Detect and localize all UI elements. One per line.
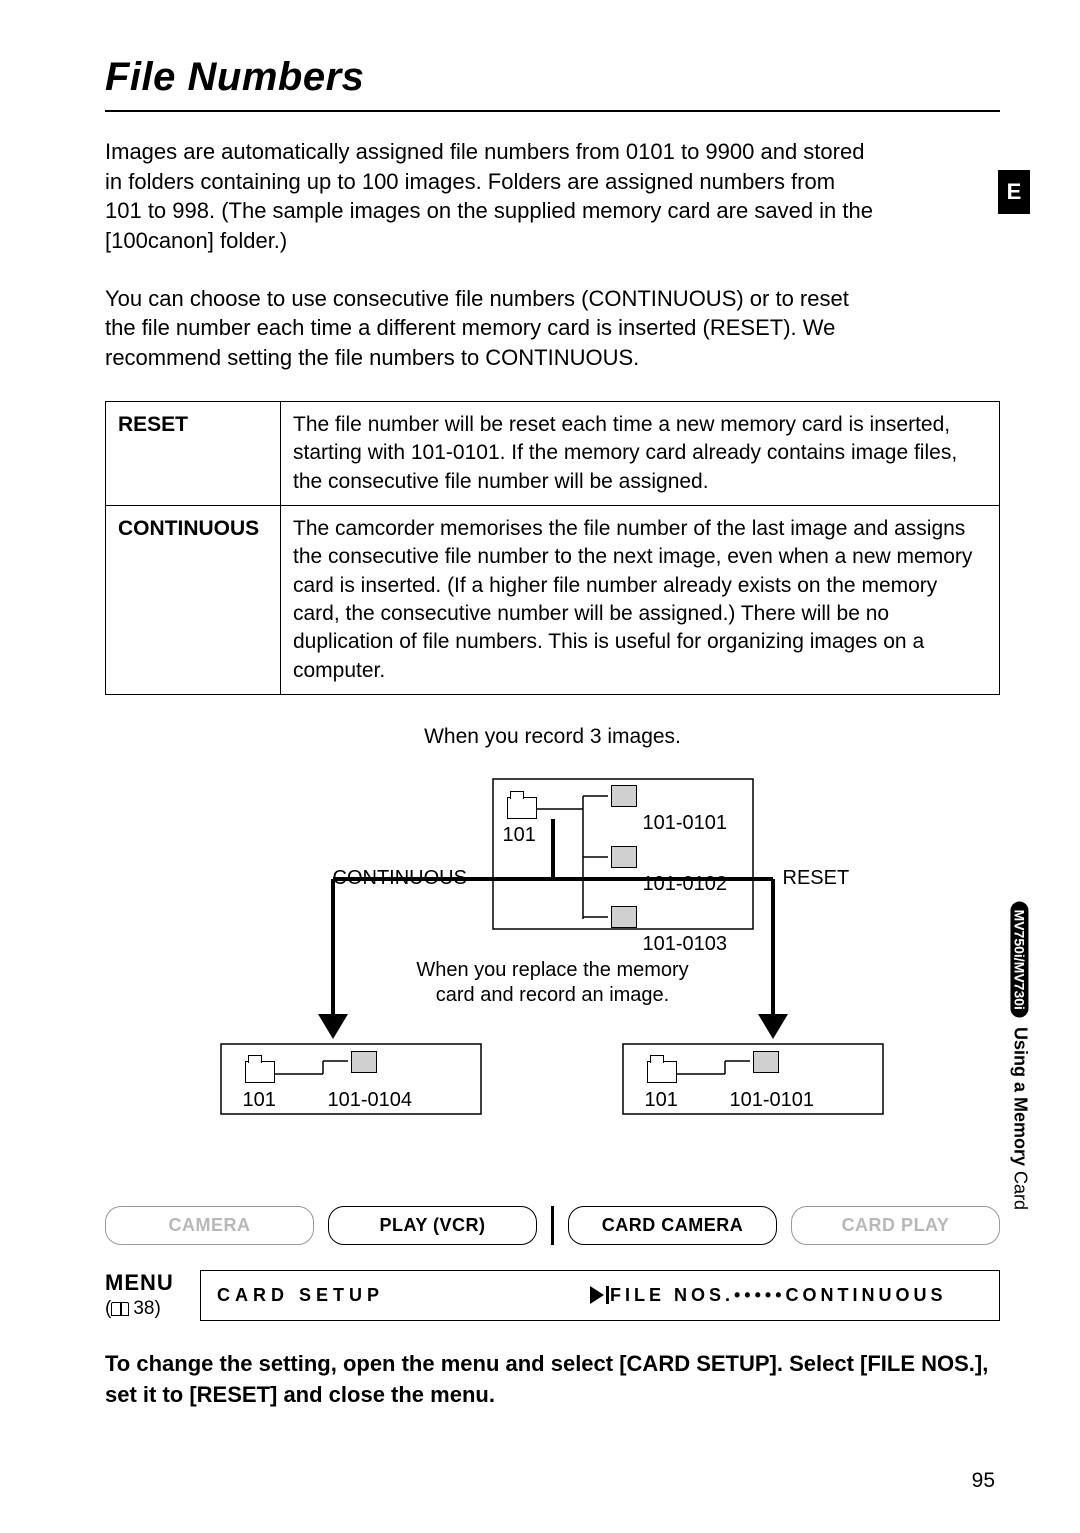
- folder-label: 101: [645, 1089, 678, 1112]
- continuous-label: CONTINUOUS: [333, 867, 467, 890]
- diagram-top-caption: When you record 3 images.: [105, 725, 1000, 749]
- folder-icon: [507, 797, 537, 819]
- diagram-mid-caption-1: When you replace the memory: [403, 959, 703, 982]
- mode-card-camera: CARD CAMERA: [568, 1206, 777, 1245]
- folder-label: 101: [503, 824, 536, 847]
- file-label: 101-0101: [730, 1089, 815, 1112]
- reset-label: RESET: [783, 867, 850, 890]
- side-label: MV750i/MV730i Using a Memory Card: [1009, 902, 1030, 1210]
- file-icon: [611, 785, 637, 807]
- file-icon: [611, 906, 637, 928]
- file-icon: [753, 1051, 779, 1073]
- section-tab: E: [998, 170, 1030, 214]
- menu-row: MENU (38) CARD SETUP FILE NOS.•••••CONTI…: [105, 1270, 1000, 1321]
- setting-key: CONTINUOUS: [106, 505, 281, 694]
- instruction-text: To change the setting, open the menu and…: [105, 1349, 1000, 1411]
- file-number-diagram: 101 101-0101 101-0102 101-0103 CONTINUOU…: [203, 759, 903, 1184]
- mode-camera: CAMERA: [105, 1206, 314, 1245]
- file-label: 101-0101: [643, 812, 728, 835]
- menu-path-left: CARD SETUP: [217, 1285, 590, 1306]
- setting-key: RESET: [106, 401, 281, 505]
- model-pill: MV750i/MV730i: [1010, 902, 1028, 1018]
- mode-separator: [551, 1206, 554, 1245]
- menu-title: MENU: [105, 1270, 200, 1296]
- mode-card-play: CARD PLAY: [791, 1206, 1000, 1245]
- setting-desc: The file number will be reset each time …: [281, 401, 1000, 505]
- mode-play-vcr: PLAY (VCR): [328, 1206, 537, 1245]
- mode-selector-row: CAMERA PLAY (VCR) CARD CAMERA CARD PLAY: [105, 1206, 1000, 1245]
- folder-label: 101: [243, 1089, 276, 1112]
- menu-path-right: FILE NOS.•••••CONTINUOUS: [610, 1285, 983, 1306]
- folder-icon: [245, 1061, 275, 1083]
- table-row: CONTINUOUS The camcorder memorises the f…: [106, 505, 1000, 694]
- file-label: 101-0103: [643, 933, 728, 956]
- settings-table: RESET The file number will be reset each…: [105, 401, 1000, 695]
- page-title: File Numbers: [105, 55, 1000, 112]
- intro-paragraph-2: You can choose to use consecutive file n…: [105, 284, 875, 373]
- file-icon: [611, 846, 637, 868]
- intro-paragraph-1: Images are automatically assigned file n…: [105, 137, 875, 256]
- setting-desc: The camcorder memorises the file number …: [281, 505, 1000, 694]
- file-label: 101-0102: [643, 873, 728, 896]
- table-row: RESET The file number will be reset each…: [106, 401, 1000, 505]
- page-number: 95: [972, 1469, 995, 1493]
- play-icon: [590, 1286, 604, 1304]
- menu-ref: (38): [105, 1298, 200, 1320]
- file-icon: [351, 1051, 377, 1073]
- file-label: 101-0104: [328, 1089, 413, 1112]
- diagram-mid-caption-2: card and record an image.: [403, 984, 703, 1007]
- folder-icon: [647, 1061, 677, 1083]
- book-icon: [111, 1302, 129, 1316]
